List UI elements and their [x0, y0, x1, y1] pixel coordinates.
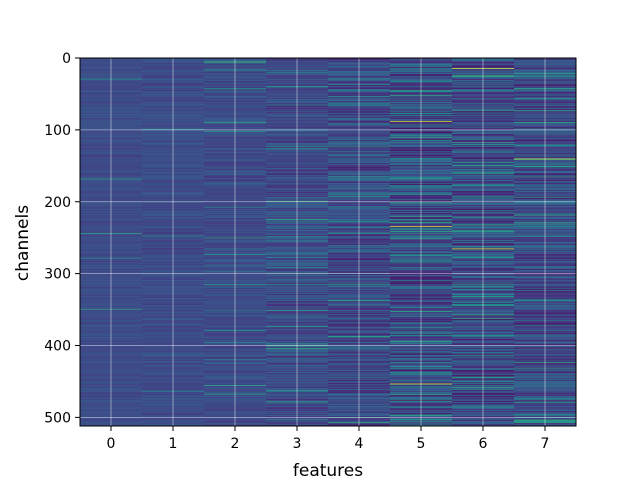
grid-lines [80, 57, 576, 426]
x-tick-label: 3 [293, 436, 302, 452]
plot-frame [79, 57, 577, 427]
x-tick-label: 0 [107, 436, 116, 452]
x-axis-label: features [293, 461, 363, 480]
y-tick-label: 200 [44, 195, 71, 211]
x-tick-label: 6 [479, 436, 488, 452]
x-tick-label: 1 [169, 436, 178, 452]
y-tick-label: 100 [44, 123, 71, 139]
y-axis-ticks: 0 100 200 300 400 500 [44, 51, 80, 426]
y-axis-label: channels [13, 205, 33, 281]
y-tick-label: 500 [44, 410, 71, 426]
y-tick-label: 300 [44, 267, 71, 283]
x-tick-label: 4 [355, 436, 364, 452]
x-axis-ticks: 0 1 2 3 4 5 6 7 [107, 426, 550, 452]
y-tick-label: 0 [62, 51, 71, 67]
y-tick-label: 400 [44, 339, 71, 355]
x-tick-label: 7 [541, 436, 550, 452]
x-tick-label: 5 [417, 436, 426, 452]
x-tick-label: 2 [231, 436, 240, 452]
heatmap-cells [80, 58, 577, 427]
